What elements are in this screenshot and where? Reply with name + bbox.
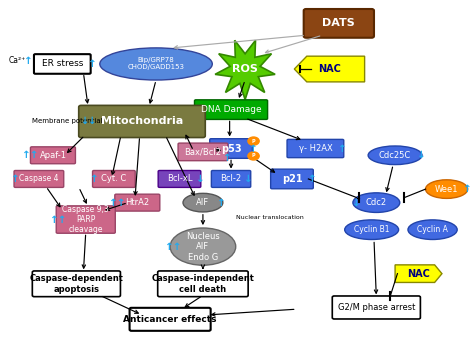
Circle shape [248,152,259,160]
FancyBboxPatch shape [30,147,75,164]
Text: AIF: AIF [196,198,210,207]
Text: Mitochondria: Mitochondria [101,117,183,127]
Text: ↑: ↑ [308,174,317,184]
Text: ↑: ↑ [11,174,20,184]
Text: Caspase 9,3
PARP
cleavage: Caspase 9,3 PARP cleavage [63,205,109,235]
Text: ↑↑: ↑↑ [165,242,182,252]
Text: ↑: ↑ [223,153,232,163]
Text: ↑: ↑ [338,144,347,153]
FancyBboxPatch shape [210,139,252,158]
Text: Wee1: Wee1 [435,184,458,194]
Text: ↓: ↓ [196,174,205,184]
Text: Caspase 4: Caspase 4 [19,175,59,183]
Text: ↑↑: ↑↑ [50,214,67,224]
Text: P: P [252,138,255,144]
Text: ↑: ↑ [217,198,226,208]
FancyBboxPatch shape [129,308,210,331]
Ellipse shape [100,48,212,80]
FancyBboxPatch shape [79,105,205,137]
FancyBboxPatch shape [332,296,420,319]
Text: ↓: ↓ [418,150,426,160]
Text: Ca²⁺: Ca²⁺ [9,56,26,65]
Text: Apaf-1: Apaf-1 [39,151,66,160]
Text: Membrane potential: Membrane potential [32,118,102,124]
Text: HtrA2: HtrA2 [125,198,149,207]
Ellipse shape [345,220,399,239]
Polygon shape [215,40,275,100]
Text: ↑: ↑ [89,59,97,69]
Ellipse shape [170,228,236,265]
Text: Cdc2: Cdc2 [366,198,387,207]
FancyBboxPatch shape [178,143,228,161]
FancyBboxPatch shape [304,9,374,38]
Text: ↑↑: ↑↑ [22,150,39,160]
Text: ↓: ↓ [352,198,361,208]
Text: NAC: NAC [318,64,341,74]
Polygon shape [294,56,365,82]
Ellipse shape [426,180,468,198]
Text: ↓↓: ↓↓ [80,117,96,127]
Text: p21: p21 [282,174,302,184]
Text: p53: p53 [221,144,241,153]
FancyBboxPatch shape [34,54,91,74]
Polygon shape [395,265,442,282]
Text: Bcl-xL: Bcl-xL [167,175,192,183]
Text: γ- H2AX: γ- H2AX [299,144,332,153]
FancyBboxPatch shape [115,194,160,211]
Text: Caspase-independent
cell death: Caspase-independent cell death [152,274,255,294]
FancyBboxPatch shape [158,271,248,297]
Text: DNA Damage: DNA Damage [201,105,261,114]
Text: Bax/Bcl2: Bax/Bcl2 [184,147,221,157]
Ellipse shape [408,220,457,239]
FancyBboxPatch shape [158,170,201,188]
Text: ↑: ↑ [90,174,99,184]
FancyBboxPatch shape [32,271,120,297]
Ellipse shape [353,193,400,212]
Text: Nucleus
AIF
Endo G: Nucleus AIF Endo G [186,232,220,262]
Ellipse shape [183,193,223,212]
Text: ROS: ROS [232,64,258,74]
FancyBboxPatch shape [92,170,135,188]
Text: ↑: ↑ [24,56,33,65]
Text: ↑: ↑ [464,184,472,194]
FancyBboxPatch shape [287,139,344,158]
FancyBboxPatch shape [14,170,64,188]
Text: Bip/GRP78
CHOD/GADD153: Bip/GRP78 CHOD/GADD153 [128,58,184,71]
Text: DATS: DATS [322,18,355,28]
Text: Caspase-dependent
apoptosis: Caspase-dependent apoptosis [29,274,123,294]
Ellipse shape [368,146,422,165]
Text: Nuclear translocation: Nuclear translocation [236,216,303,220]
Text: Cdc25C: Cdc25C [379,151,411,160]
Text: Cyclin B1: Cyclin B1 [354,225,390,234]
Text: P: P [252,153,255,159]
FancyBboxPatch shape [211,170,251,188]
Text: Bcl-2: Bcl-2 [220,175,242,183]
Text: ↑: ↑ [249,144,257,153]
Circle shape [248,137,259,145]
Text: Anticancer effects: Anticancer effects [123,315,217,324]
Text: ↓: ↓ [245,174,253,184]
Text: ER stress: ER stress [42,59,83,69]
FancyBboxPatch shape [56,206,115,233]
Text: Cyclin A: Cyclin A [417,225,448,234]
Text: G2/M phase arrest: G2/M phase arrest [337,303,415,312]
Text: NAC: NAC [407,269,430,279]
FancyBboxPatch shape [271,169,313,189]
Text: ↑↑: ↑↑ [109,198,127,208]
FancyBboxPatch shape [194,100,268,119]
Text: Cyt. C: Cyt. C [101,175,127,183]
